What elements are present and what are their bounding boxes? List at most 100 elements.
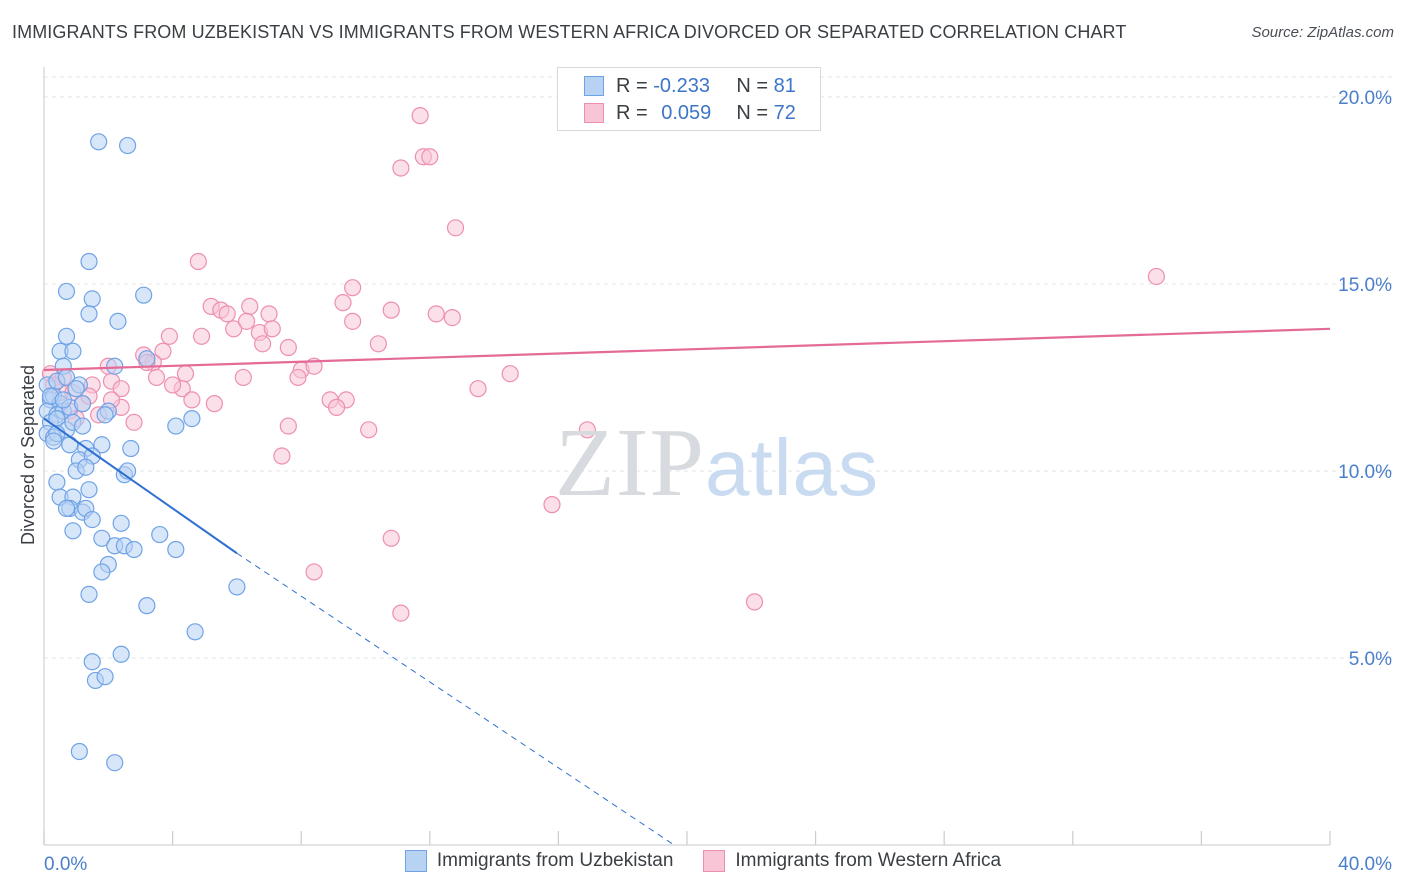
western-africa-point [745, 593, 764, 611]
western-africa-point [218, 305, 236, 323]
uzbekistan-point [112, 514, 130, 532]
western-africa-point [160, 327, 178, 345]
uzbekistan-trend-extension [236, 552, 675, 846]
uzbekistan-point [77, 458, 95, 476]
legend-swatch-western-africa [703, 850, 726, 872]
source-label: Source: ZipAtlas.com [1251, 24, 1394, 41]
western-africa-point [254, 335, 272, 353]
y-tick-label: 5.0% [1349, 649, 1392, 670]
western-africa-point [446, 219, 465, 237]
uzbekistan-point [67, 380, 85, 398]
western-africa-point [263, 320, 281, 338]
uzbekistan-point [122, 439, 140, 458]
western-africa-point [289, 368, 307, 387]
uzbekistan-point [57, 499, 76, 517]
uzbekistan-point [93, 529, 111, 547]
uzbekistan-point [73, 395, 92, 413]
uzbekistan-point [96, 406, 114, 424]
uzbekistan-point [73, 417, 92, 435]
uzbekistan-point [183, 409, 201, 428]
western-africa-point [578, 421, 596, 439]
uzbekistan-point [80, 305, 98, 323]
western-africa-point [1147, 267, 1165, 286]
legend-n-value: 72 [773, 101, 796, 124]
uzbekistan-point [80, 252, 98, 271]
legend-r-value: -0.233 [653, 74, 710, 97]
y-tick-label: 10.0% [1338, 462, 1392, 483]
western-africa-point [427, 305, 445, 323]
western-africa-point [344, 312, 362, 330]
western-africa-point [279, 417, 297, 435]
western-africa-point [237, 312, 256, 330]
legend-r-label: R = [616, 74, 648, 97]
trend-lines [43, 327, 1331, 846]
watermark-atlas: atlas [705, 423, 879, 512]
western-africa-point [164, 376, 182, 394]
uzbekistan-point [112, 645, 130, 663]
uzbekistan-point [93, 563, 111, 581]
legend-r-label: R = [616, 101, 648, 124]
western-africa-point [469, 380, 487, 398]
western-africa-point [225, 320, 243, 338]
stats-legend: R = -0.233 N = 81 R = 0.059 N = 72 [557, 67, 821, 131]
legend-item-western-africa[interactable]: Immigrants from Western Africa [703, 850, 1001, 872]
uzbekistan-point [83, 290, 101, 308]
uzbekistan-point [64, 522, 82, 540]
uzbekistan-point [90, 133, 108, 151]
y-tick-label: 15.0% [1338, 275, 1392, 296]
western-africa-point [543, 496, 561, 514]
uzbekistan-point [45, 432, 63, 450]
uzbekistan-point [228, 578, 246, 596]
western-africa-point [125, 413, 143, 431]
western-africa-point [443, 309, 461, 327]
legend-label-western-africa: Immigrants from Western Africa [735, 850, 1002, 871]
western-africa-point [392, 159, 410, 177]
uzbekistan-point [125, 540, 143, 559]
legend-swatch-western-africa [584, 103, 604, 123]
legend-label-uzbekistan: Immigrants from Uzbekistan [436, 850, 674, 871]
uzbekistan-point [61, 436, 79, 454]
uzbekistan-point [80, 481, 98, 499]
chart-title: IMMIGRANTS FROM UZBEKISTAN VS IMMIGRANTS… [12, 22, 1127, 42]
uzbekistan-point [57, 282, 76, 301]
western-africa-point [260, 305, 278, 323]
western-africa-point [279, 338, 297, 357]
western-africa-point [421, 148, 439, 166]
uzbekistan-point [83, 510, 101, 529]
uzbekistan-point [106, 357, 124, 375]
western-africa-point [501, 365, 519, 383]
legend-swatch-uzbekistan [584, 76, 604, 96]
uzbekistan-point [80, 585, 98, 603]
uzbekistan-point [93, 436, 111, 454]
western-africa-point [154, 342, 172, 360]
western-africa-point [344, 279, 362, 297]
western-africa-point [382, 301, 400, 319]
legend-item-uzbekistan[interactable]: Immigrants from Uzbekistan [404, 850, 674, 872]
western-africa-trend-line [43, 327, 1331, 372]
x-tick-marks [43, 831, 1331, 845]
uzbekistan-point [186, 623, 204, 641]
western-africa-point [360, 421, 378, 439]
uzbekistan-point [151, 525, 169, 544]
uzbekistan-point [138, 350, 156, 368]
uzbekistan-point [135, 286, 153, 304]
western-africa-point [369, 335, 387, 353]
uzbekistan-trend-line [43, 417, 238, 555]
y-tick-label: 20.0% [1338, 88, 1392, 109]
western-africa-point [392, 604, 410, 622]
uzbekistan-point [83, 653, 101, 671]
western-africa-point [192, 327, 211, 345]
uzbekistan-point [106, 754, 124, 772]
series-uzbekistan-points [38, 133, 246, 772]
western-africa-point [176, 365, 195, 383]
uzbekistan-point [118, 136, 137, 155]
western-africa-point [205, 395, 223, 413]
western-africa-point [305, 563, 323, 581]
stats-legend-row-western-africa: R = 0.059 N = 72 [584, 100, 796, 126]
legend-n-label: N = [736, 74, 769, 97]
uzbekistan-point [48, 473, 66, 491]
western-africa-point [411, 107, 429, 125]
western-africa-point [382, 529, 400, 547]
western-africa-point [334, 294, 352, 312]
